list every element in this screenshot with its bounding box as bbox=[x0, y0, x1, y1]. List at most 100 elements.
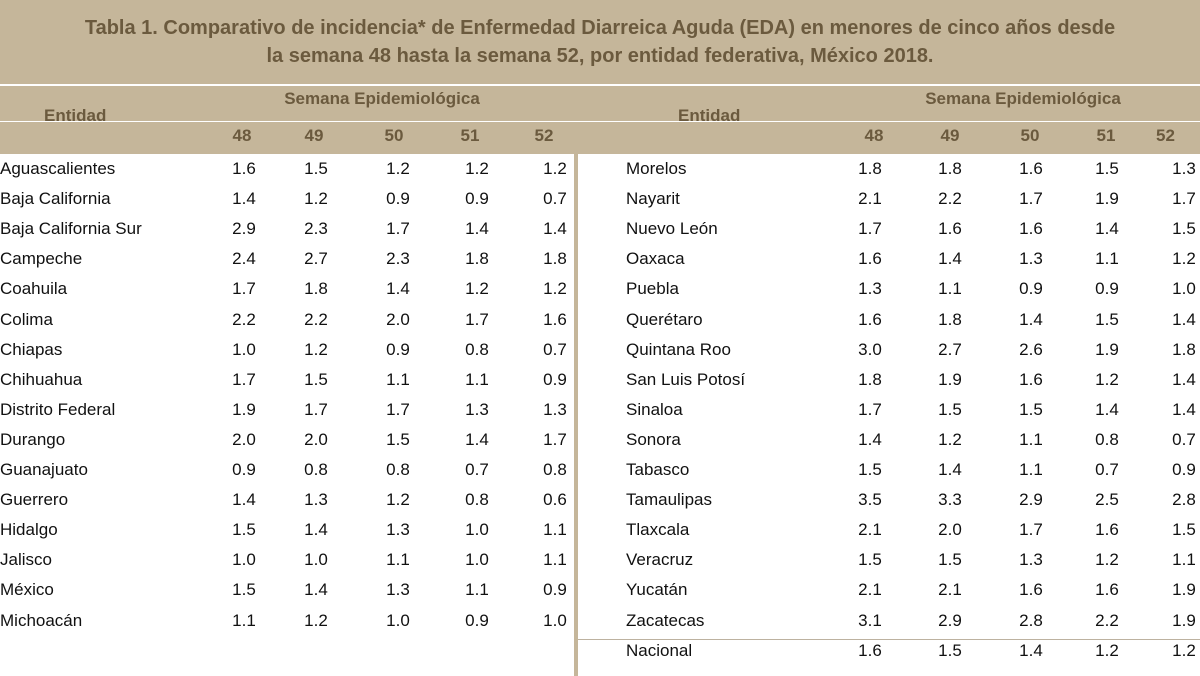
value-cell-week-51: 1.9 bbox=[1095, 339, 1119, 359]
entidad-cell: Nayarit bbox=[626, 189, 680, 209]
entidad-header: Entidad bbox=[678, 106, 741, 125]
table-row: Baja California Sur 2.9 2.3 1.7 1.4 1.4 bbox=[0, 214, 574, 244]
value-cell-week-48: 1.7 bbox=[858, 399, 882, 419]
table-row: Chihuahua 1.7 1.5 1.1 1.1 0.9 bbox=[0, 365, 574, 395]
value-cell-week-52: 1.6 bbox=[543, 309, 567, 329]
value-cell-week-49: 1.0 bbox=[304, 550, 328, 570]
value-cell-week-48: 1.7 bbox=[232, 279, 256, 299]
value-cell-week-49: 1.3 bbox=[304, 490, 328, 510]
week-51-header: 51 bbox=[460, 126, 480, 145]
value-cell-week-49: 1.5 bbox=[938, 640, 962, 660]
value-cell-week-49: 1.5 bbox=[304, 369, 328, 389]
entidad-cell: Distrito Federal bbox=[0, 399, 116, 419]
table-row: Morelos 1.8 1.8 1.6 1.5 1.3 bbox=[578, 154, 1200, 184]
week-48-header: 48 bbox=[864, 126, 884, 145]
table-row: Veracruz 1.5 1.5 1.3 1.2 1.1 bbox=[578, 545, 1200, 575]
value-cell-week-50: 1.1 bbox=[386, 550, 410, 570]
value-cell-week-50: 1.5 bbox=[1019, 399, 1043, 419]
value-cell-week-52: 1.2 bbox=[1172, 640, 1196, 660]
table-row: Jalisco 1.0 1.0 1.1 1.0 1.1 bbox=[0, 545, 574, 575]
value-cell-week-49: 2.0 bbox=[938, 520, 962, 540]
value-cell-week-48: 1.8 bbox=[858, 369, 882, 389]
value-cell-week-52: 1.1 bbox=[543, 520, 567, 540]
value-cell-week-48: 3.0 bbox=[858, 339, 882, 359]
entidad-cell: Tamaulipas bbox=[626, 490, 712, 510]
value-cell-week-50: 1.1 bbox=[1019, 460, 1043, 479]
value-cell-week-52: 1.3 bbox=[1172, 159, 1196, 178]
table-row: San Luis Potosí 1.8 1.9 1.6 1.2 1.4 bbox=[578, 365, 1200, 395]
value-cell-week-49: 1.8 bbox=[938, 159, 962, 178]
value-cell-week-49: 1.4 bbox=[938, 460, 962, 479]
entidad-cell: Tlaxcala bbox=[626, 520, 690, 540]
title-line-1: Tabla 1. Comparativo de incidencia* de E… bbox=[84, 17, 1116, 39]
value-cell-week-49: 1.2 bbox=[304, 610, 328, 630]
value-cell-week-49: 1.8 bbox=[304, 279, 328, 299]
value-cell-week-52: 1.0 bbox=[543, 610, 567, 630]
value-cell-week-50: 1.6 bbox=[1019, 159, 1043, 178]
table-row: Tlaxcala 2.1 2.0 1.7 1.6 1.5 bbox=[578, 515, 1200, 545]
value-cell-week-50: 1.7 bbox=[386, 219, 410, 239]
right-table-body: Morelos 1.8 1.8 1.6 1.5 1.3 Nayarit 2.1 2.2 1.7 1.… bbox=[578, 154, 1200, 676]
entidad-cell: Coahuila bbox=[0, 279, 68, 299]
value-cell-week-50: 1.0 bbox=[386, 610, 410, 630]
value-cell-week-48: 2.1 bbox=[858, 580, 882, 600]
week-49-header: 49 bbox=[304, 126, 324, 145]
value-cell-week-51: 1.5 bbox=[1095, 159, 1119, 178]
entidad-cell: Chihuahua bbox=[0, 369, 83, 389]
entidad-cell: Campeche bbox=[0, 249, 83, 269]
value-cell-week-48: 1.3 bbox=[858, 279, 882, 299]
value-cell-week-49: 2.7 bbox=[304, 249, 328, 269]
value-cell-week-52: 0.9 bbox=[543, 580, 567, 600]
entidad-cell: Nacional bbox=[626, 640, 693, 660]
value-cell-week-52: 0.6 bbox=[543, 490, 567, 510]
value-cell-week-48: 1.4 bbox=[232, 189, 256, 209]
entidad-cell: Colima bbox=[0, 309, 53, 329]
entidad-cell: Michoacán bbox=[0, 610, 83, 630]
table-row: Sinaloa 1.7 1.5 1.5 1.4 1.4 bbox=[578, 395, 1200, 425]
value-cell-week-52: 0.9 bbox=[543, 369, 567, 389]
table-row: Querétaro 1.6 1.8 1.4 1.5 1.4 bbox=[578, 305, 1200, 335]
table-row: Campeche 2.4 2.7 2.3 1.8 1.8 bbox=[0, 244, 574, 274]
value-cell-week-51: 0.9 bbox=[465, 189, 489, 209]
value-cell-week-48: 1.8 bbox=[858, 159, 882, 178]
entidad-cell: Sonora bbox=[626, 429, 681, 449]
value-cell-week-52: 1.5 bbox=[1172, 219, 1196, 239]
entidad-cell: Sinaloa bbox=[626, 399, 683, 419]
table-row: Zacatecas 3.1 2.9 2.8 2.2 1.9 bbox=[578, 606, 1200, 636]
value-cell-week-50: 2.0 bbox=[386, 309, 410, 329]
entidad-header: Entidad bbox=[44, 106, 107, 125]
value-cell-week-51: 1.9 bbox=[1095, 189, 1119, 209]
value-cell-week-51: 2.2 bbox=[1095, 610, 1119, 630]
value-cell-week-51: 1.4 bbox=[1095, 399, 1119, 419]
value-cell-week-49: 1.4 bbox=[938, 249, 962, 269]
entidad-cell: San Luis Potosí bbox=[626, 369, 746, 389]
value-cell-week-49: 2.3 bbox=[304, 219, 328, 239]
week-50-header: 50 bbox=[1020, 126, 1040, 145]
value-cell-week-51: 1.8 bbox=[465, 249, 489, 269]
table-row: Distrito Federal 1.9 1.7 1.7 1.3 1.3 bbox=[0, 395, 574, 425]
value-cell-week-49: 1.5 bbox=[938, 399, 962, 419]
value-cell-week-52: 1.8 bbox=[543, 249, 567, 269]
value-cell-week-50: 1.2 bbox=[386, 159, 410, 178]
value-cell-week-50: 2.9 bbox=[1019, 490, 1043, 510]
value-cell-week-48: 1.4 bbox=[232, 490, 256, 510]
table-row: Yucatán 2.1 2.1 1.6 1.6 1.9 bbox=[578, 575, 1200, 605]
value-cell-week-48: 2.9 bbox=[232, 219, 256, 239]
value-cell-week-52: 1.9 bbox=[1172, 580, 1196, 600]
value-cell-week-52: 1.1 bbox=[543, 550, 567, 570]
value-cell-week-48: 2.4 bbox=[232, 249, 256, 269]
value-cell-week-51: 1.1 bbox=[1095, 249, 1119, 269]
table-row: Sonora 1.4 1.2 1.1 0.8 0.7 bbox=[578, 425, 1200, 455]
value-cell-week-50: 0.9 bbox=[1019, 279, 1043, 299]
value-cell-week-50: 1.7 bbox=[386, 399, 410, 419]
left-table-body: Aguascalientes 1.6 1.5 1.2 1.2 1.2 Baja Califo… bbox=[0, 154, 574, 676]
value-cell-week-50: 1.1 bbox=[386, 369, 410, 389]
value-cell-week-49: 2.1 bbox=[938, 580, 962, 600]
value-cell-week-51: 1.0 bbox=[465, 520, 489, 540]
value-cell-week-50: 1.2 bbox=[386, 490, 410, 510]
value-cell-week-50: 1.1 bbox=[1019, 429, 1043, 449]
value-cell-week-48: 1.7 bbox=[232, 369, 256, 389]
value-cell-week-51: 1.0 bbox=[465, 550, 489, 570]
value-cell-week-50: 1.4 bbox=[1019, 309, 1043, 329]
value-cell-week-52: 0.7 bbox=[543, 189, 567, 209]
